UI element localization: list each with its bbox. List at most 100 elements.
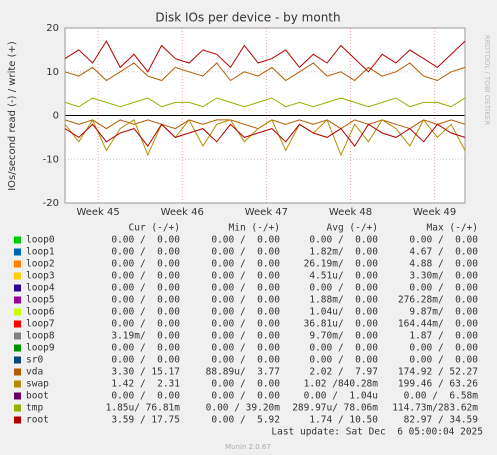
legend-cell: 0.00 / 0.00 [309, 343, 378, 354]
x-tick-label: Week 49 [413, 207, 456, 218]
legend-cell: 9.70m/ 0.00 [309, 331, 378, 342]
legend-swatch [14, 380, 21, 388]
column-header: Min (-/+) [229, 223, 280, 234]
legend-swatch [14, 272, 21, 280]
legend-name: boot [26, 391, 49, 402]
legend-name: tmp [26, 403, 43, 414]
legend-cell: 0.00 / 0.00 [111, 307, 180, 318]
legend-cell: 0.00 / 0.00 [211, 307, 280, 318]
legend-cell: 0.00 / 0.00 [409, 283, 478, 294]
legend-swatch [14, 284, 21, 292]
legend-cell: 1.74 / 10.50 [309, 415, 378, 426]
legend-cell: 0.00 / 5.92 [211, 415, 280, 426]
x-tick-label: Week 46 [161, 207, 204, 218]
legend-cell: 1.87 / 0.00 [409, 331, 478, 342]
legend-swatch [14, 368, 21, 376]
legend-name: loop9 [26, 343, 55, 354]
legend-cell: 3.30m/ 0.00 [409, 271, 478, 282]
legend-cell: 0.00 / 0.00 [111, 319, 180, 330]
legend-cell: 4.88 / 0.00 [409, 259, 478, 270]
legend-name: sr0 [26, 355, 43, 366]
legend-cell: 0.00 / 0.00 [211, 259, 280, 270]
legend-name: loop6 [26, 307, 55, 318]
plot-frame [64, 27, 466, 204]
legend-cell: 0.00 / 0.00 [111, 391, 180, 402]
legend-name: loop7 [26, 319, 55, 330]
legend-swatch [14, 416, 21, 424]
x-tick-label: Week 48 [329, 207, 372, 218]
legend-swatch [14, 260, 21, 268]
legend-cell: 0.00 / 0.00 [111, 295, 180, 306]
legend-swatch [14, 392, 21, 400]
legend-cell: 0.00 / 0.00 [111, 235, 180, 246]
series-line [64, 97, 466, 108]
legend-cell: 0.00 / 0.00 [211, 295, 280, 306]
legend-cell: 3.59 / 17.75 [111, 415, 180, 426]
legend-swatch [14, 404, 21, 412]
legend-swatch [14, 296, 21, 304]
legend-cell: 0.00 / 0.00 [309, 355, 378, 366]
legend-cell: 82.97 / 34.59 [404, 415, 479, 426]
legend-name: swap [26, 379, 49, 390]
legend-name: loop2 [26, 259, 55, 270]
legend-name: loop4 [26, 283, 55, 294]
y-tick-label: 20 [46, 23, 59, 34]
legend-swatch [14, 344, 21, 352]
y-tick-label: -10 [43, 154, 59, 165]
legend-cell: 0.00 / 0.00 [409, 355, 478, 366]
series-line [64, 123, 466, 147]
legend-cell: 9.87m/ 0.00 [409, 307, 478, 318]
legend-cell: 3.30 / 15.17 [111, 367, 180, 378]
legend-cell: 26.19m/ 0.00 [304, 259, 379, 270]
y-tick-label: 0 [53, 111, 59, 122]
legend-cell: 0.00 / 0.00 [409, 343, 478, 354]
legend-cell: 164.44m/ 0.00 [398, 319, 478, 330]
legend-cell: 0.00 / 0.00 [111, 271, 180, 282]
last-update: Last update: Sat Dec 6 05:00:04 2025 [271, 427, 483, 438]
y-tick-label: -20 [43, 198, 59, 209]
legend-cell: 1.82m/ 0.00 [309, 247, 378, 258]
legend-cell: 0.00 / 0.00 [211, 319, 280, 330]
legend-cell: 2.02 / 7.97 [309, 367, 378, 378]
chart-title: Disk IOs per device - by month [155, 11, 340, 25]
legend-cell: 0.00 / 0.00 [111, 283, 180, 294]
column-header: Avg (-/+) [327, 223, 378, 234]
legend-cell: 3.19m/ 0.00 [111, 331, 180, 342]
legend-cell: 289.97u/ 78.06m [292, 403, 378, 414]
legend-cell: 1.88m/ 0.00 [309, 295, 378, 306]
legend-swatch [14, 308, 21, 316]
legend-cell: 4.67 / 0.00 [409, 247, 478, 258]
legend-cell: 0.00 / 0.00 [211, 343, 280, 354]
legend-cell: 0.00 / 0.00 [211, 379, 280, 390]
legend-name: loop8 [26, 331, 55, 342]
legend-cell: 0.00 / 0.00 [211, 235, 280, 246]
series-line [64, 62, 466, 82]
legend-cell: 0.00 / 0.00 [211, 331, 280, 342]
legend-swatch [14, 332, 21, 340]
legend-swatch [14, 236, 21, 244]
column-header: Cur (-/+) [129, 223, 180, 234]
legend-cell: 0.00 / 6.58m [404, 391, 479, 402]
legend-name: vda [26, 367, 43, 378]
legend-cell: 174.92 / 52.27 [398, 367, 478, 378]
legend-cell: 0.00 / 0.00 [111, 259, 180, 270]
legend-cell: 1.42 / 2.31 [111, 379, 180, 390]
legend-name: root [26, 415, 49, 426]
legend-cell: 88.89u/ 3.77 [206, 367, 280, 378]
legend-cell: 0.00 / 0.00 [111, 355, 180, 366]
column-header: Max (-/+) [427, 223, 478, 234]
legend-cell: 0.00 / 0.00 [309, 235, 378, 246]
legend-cell: 276.28m/ 0.00 [398, 295, 478, 306]
legend-cell: 0.00 / 0.00 [211, 355, 280, 366]
legend-swatch [14, 320, 21, 328]
legend-cell: 0.00 / 0.00 [111, 247, 180, 258]
x-tick-label: Week 45 [76, 207, 119, 218]
legend-cell: 0.00 / 39.20m [206, 403, 281, 414]
legend-cell: 0.00 / 0.00 [111, 343, 180, 354]
legend-cell: 0.00 / 0.00 [211, 391, 280, 402]
y-axis-label: IOs/second read (-) / write (+) [7, 41, 18, 191]
legend-cell: 0.00 / 0.00 [211, 271, 280, 282]
side-text: RRDTOOL / TOBI OETIKER [483, 35, 491, 125]
